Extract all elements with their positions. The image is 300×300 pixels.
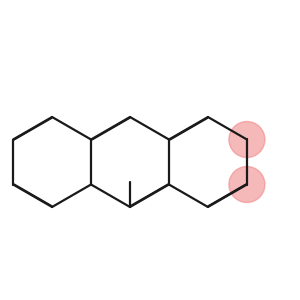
Circle shape <box>229 167 265 203</box>
Circle shape <box>229 122 265 158</box>
